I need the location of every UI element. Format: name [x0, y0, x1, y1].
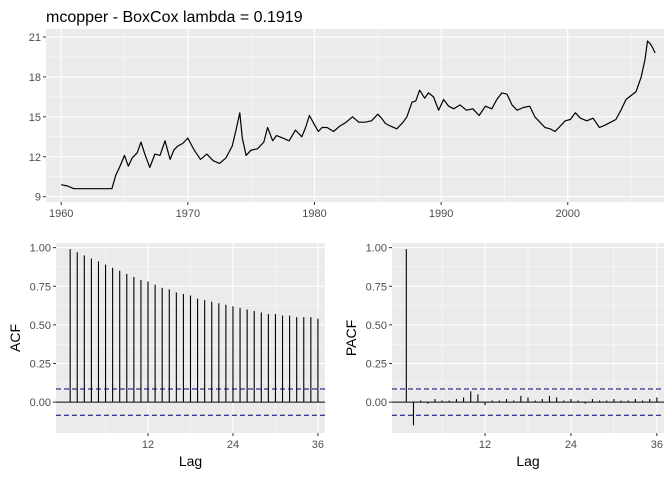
x-tick-label: 24 — [227, 439, 239, 451]
time-series-panel: 9 12 15 18 21 1960 1970 1980 1990 2000 — [29, 29, 664, 220]
y-tick-label: 0.25 — [366, 358, 387, 370]
x-tick-label: 36 — [312, 439, 324, 451]
y-tick-label: 1.00 — [30, 243, 51, 255]
y-tick-label: 0.25 — [30, 358, 51, 370]
x-tick-label: 12 — [142, 439, 154, 451]
x-tick-label: 24 — [565, 439, 577, 451]
y-tick-label: 0.50 — [30, 320, 51, 332]
y-tick-label: 0.00 — [30, 397, 51, 409]
x-tick-label: 1980 — [302, 208, 326, 220]
panel-background — [46, 29, 664, 202]
pacf-panel: 0.00 0.25 0.50 0.75 1.00 12 24 36 Lag PACF — [343, 243, 664, 469]
series-line — [61, 40, 656, 190]
y-tick-label: 1.00 — [366, 243, 387, 255]
x-tick-label: 12 — [479, 439, 491, 451]
x-tick-label: 1990 — [429, 208, 453, 220]
y-tick-label: 18 — [29, 72, 41, 84]
y-tick-label: 0.50 — [366, 320, 387, 332]
y-tick-label: 0.75 — [30, 281, 51, 293]
x-axis-label: Lag — [179, 453, 202, 469]
acf-panel: 0.00 0.25 0.50 0.75 1.00 12 24 36 Lag ACF — [7, 243, 325, 469]
y-tick-label: 15 — [29, 112, 41, 124]
x-tick-label: 36 — [651, 439, 663, 451]
x-axis-label: Lag — [516, 453, 539, 469]
x-tick-label: 2000 — [556, 208, 580, 220]
y-tick-label: 0.00 — [366, 397, 387, 409]
y-tick-label: 0.75 — [366, 281, 387, 293]
x-tick-label: 1970 — [176, 208, 200, 220]
x-tick-label: 1960 — [49, 208, 73, 220]
y-axis-label: PACF — [343, 320, 359, 356]
y-tick-label: 9 — [35, 192, 41, 204]
ts-title: mcopper - BoxCox lambda = 0.1919 — [46, 9, 303, 26]
y-axis-label: ACF — [7, 324, 23, 352]
y-tick-label: 21 — [29, 32, 41, 44]
y-tick-label: 12 — [29, 152, 41, 164]
